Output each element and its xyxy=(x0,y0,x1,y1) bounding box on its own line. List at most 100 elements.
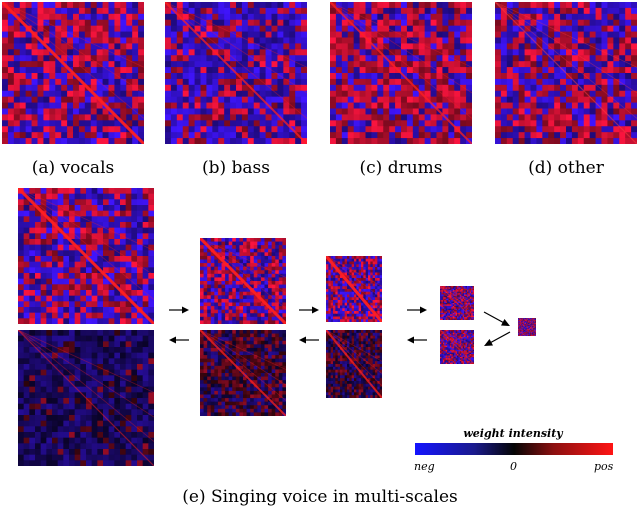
heatmap-cells xyxy=(2,2,144,144)
weight-intensity-legend: weight intensity neg 0 pos xyxy=(410,427,620,473)
heatmap-scale4-bottom xyxy=(440,330,474,364)
heatmap-diagonal xyxy=(18,188,154,324)
heatmap-svg xyxy=(200,238,286,324)
heatmap-ray xyxy=(326,256,382,287)
heatmap-cells xyxy=(495,2,637,144)
heatmap-ray xyxy=(200,330,286,401)
heatmap-diagonal xyxy=(2,2,144,144)
heatmap-ray xyxy=(495,2,637,68)
heatmap-ray xyxy=(2,2,144,68)
heatmap-ray xyxy=(326,330,382,387)
heatmap-scale3-bottom xyxy=(326,330,382,398)
heatmap-diagonal xyxy=(330,2,472,144)
heatmap-ray xyxy=(200,238,286,294)
heatmap-scale4-top xyxy=(440,286,474,320)
heatmap-cells xyxy=(440,330,474,364)
heatmap-diagonal xyxy=(495,2,637,144)
heatmap-svg xyxy=(165,2,307,144)
heatmap-ray xyxy=(440,286,474,315)
heatmap-diagonal xyxy=(18,330,154,466)
legend-zero-label: 0 xyxy=(510,460,517,473)
heatmap-ray xyxy=(330,2,472,94)
heatmap-cells xyxy=(18,188,154,324)
heatmap-diagonal xyxy=(326,330,382,398)
heatmap-ray xyxy=(326,330,382,374)
heatmap-scale5 xyxy=(518,318,536,336)
heatmap-diagonal xyxy=(200,330,286,416)
heatmap-cells xyxy=(326,330,382,398)
heatmap-ray xyxy=(326,256,382,311)
heatmap-svg xyxy=(330,2,472,144)
heatmap-ray xyxy=(330,2,472,119)
heatmap-cells xyxy=(200,238,286,324)
caption-bass: (b) bass xyxy=(201,158,271,178)
heatmap-ray xyxy=(440,330,474,353)
heatmap-ray xyxy=(200,238,286,309)
heatmap-svg xyxy=(2,2,144,144)
heatmap-ray xyxy=(18,330,154,418)
heatmap-ray xyxy=(440,330,474,347)
heatmap-cells xyxy=(165,2,307,144)
heatmap-svg xyxy=(440,286,474,320)
arrow-left-1 xyxy=(168,334,190,346)
heatmap-ray xyxy=(18,188,154,276)
heatmap-cells xyxy=(330,2,472,144)
heatmap-other xyxy=(495,2,637,144)
heatmap-ray xyxy=(18,188,154,300)
heatmap-svg xyxy=(18,330,154,466)
heatmap-ray xyxy=(18,188,154,251)
arrow-right-2 xyxy=(298,304,320,316)
legend-title: weight intensity xyxy=(463,427,563,440)
heatmap-scale1-bottom xyxy=(18,330,154,466)
heatmap-cells xyxy=(440,286,474,320)
arrow-diag-down xyxy=(482,310,512,330)
caption-vocals: (a) vocals xyxy=(31,158,115,178)
heatmap-ray xyxy=(200,238,286,278)
heatmap-svg xyxy=(518,318,536,336)
heatmap-ray xyxy=(165,2,307,119)
heatmap-ray xyxy=(495,2,637,94)
caption-multiscale: (e) Singing voice in multi-scales xyxy=(182,487,458,507)
heatmap-svg xyxy=(200,330,286,416)
heatmap-svg xyxy=(495,2,637,144)
heatmap-ray xyxy=(440,286,474,309)
heatmap-scale3-top xyxy=(326,256,382,322)
heatmap-ray xyxy=(165,2,307,68)
heatmap-svg xyxy=(18,188,154,324)
heatmap-bass xyxy=(165,2,307,144)
arrow-diag-up xyxy=(482,330,512,350)
heatmap-ray xyxy=(326,330,382,362)
heatmap-ray xyxy=(326,256,382,299)
heatmap-ray xyxy=(18,330,154,393)
heatmap-ray xyxy=(495,2,637,119)
heatmap-diagonal xyxy=(440,330,474,364)
arrow-left-2 xyxy=(298,334,320,346)
heatmap-vocals xyxy=(2,2,144,144)
heatmap-diagonal xyxy=(200,238,286,324)
heatmap-svg xyxy=(326,330,382,398)
heatmap-ray xyxy=(2,2,144,119)
caption-drums: (c) drums xyxy=(359,158,443,178)
heatmap-ray xyxy=(440,330,474,359)
heatmap-ray xyxy=(200,330,286,370)
heatmap-scale2-top xyxy=(200,238,286,324)
heatmap-scale1-top xyxy=(18,188,154,324)
heatmap-scale2-bottom xyxy=(200,330,286,416)
heatmap-ray xyxy=(165,2,307,94)
heatmap-cells xyxy=(200,330,286,416)
heatmap-ray xyxy=(18,330,154,442)
heatmap-ray xyxy=(330,2,472,68)
heatmap-cells xyxy=(518,318,536,336)
heatmap-ray xyxy=(2,2,144,94)
heatmap-ray xyxy=(440,286,474,303)
heatmap-svg xyxy=(440,330,474,364)
legend-colorbar xyxy=(415,443,613,455)
legend-pos-label: pos xyxy=(594,460,614,473)
arrow-right-3 xyxy=(406,304,428,316)
arrow-right-1 xyxy=(168,304,190,316)
arrow-left-3 xyxy=(406,334,428,346)
heatmap-drums xyxy=(330,2,472,144)
heatmap-diagonal xyxy=(440,286,474,320)
legend-neg-label: neg xyxy=(414,460,435,473)
heatmap-diagonal xyxy=(326,256,382,322)
